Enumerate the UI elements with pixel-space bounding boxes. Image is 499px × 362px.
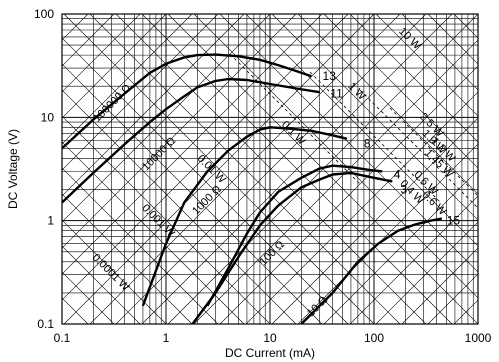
power-line [62, 245, 141, 324]
series-curve-4 [206, 164, 383, 307]
resistance-line [62, 14, 193, 145]
resistance-line [62, 14, 141, 93]
power-line [271, 14, 478, 221]
power-line [62, 193, 193, 324]
x-tick-label: 0.1 [54, 331, 71, 345]
power-line [115, 14, 427, 324]
y-tick-label: 10 [41, 110, 55, 124]
resistance-line [349, 195, 478, 324]
power-line [62, 37, 349, 324]
series-curve-15 [300, 217, 443, 324]
rating-line [359, 89, 478, 209]
power-line [297, 14, 478, 195]
curve-labels: 13 11 8 43 15 [323, 69, 461, 227]
y-axis-title: DC Voltage (V) [6, 129, 20, 209]
power-line [62, 167, 219, 324]
x-axis-ticks: 0.1 1 10 100 1000 [54, 331, 492, 345]
curve-label-8: 8 [364, 136, 371, 150]
resistance-line [480, 14, 499, 324]
curve-label-11: 11 [330, 87, 343, 101]
power-line [401, 14, 478, 91]
power-line [480, 14, 499, 324]
series-curve-11 [62, 77, 320, 204]
resistance-line [375, 221, 478, 324]
x-tick-label: 10 [263, 331, 277, 345]
resistance-power-lines [62, 14, 499, 324]
x-axis-title: DC Current (mA) [225, 346, 315, 360]
power-line [193, 14, 478, 299]
series-curve-3 [191, 171, 393, 324]
power-line [245, 14, 478, 247]
x-tick-label: 1 [163, 331, 170, 345]
y-tick-label: 0.1 [37, 317, 54, 331]
series-curve-13 [62, 53, 312, 150]
resistance-line [401, 247, 478, 324]
power-line [62, 219, 167, 324]
power-line [219, 14, 478, 273]
power-line [323, 14, 478, 169]
power-line [375, 14, 478, 117]
resistance-line [62, 14, 167, 119]
rating-line [229, 53, 361, 185]
y-tick-label: 100 [34, 7, 54, 21]
curve-label-13: 13 [323, 69, 337, 83]
series-curve-8 [141, 126, 348, 307]
curve-series [62, 53, 443, 324]
power-line [62, 115, 271, 324]
resistance-line [323, 169, 478, 324]
y-axis-ticks: 0.1 1 10 100 [34, 7, 54, 331]
y-tick-label: 1 [47, 214, 54, 228]
power-line [62, 141, 245, 324]
x-tick-label: 1000 [465, 331, 492, 345]
power-line [141, 14, 453, 324]
power-line [63, 14, 375, 324]
power-line [62, 63, 323, 324]
power-line [349, 14, 478, 143]
curve-label-4: 4 [394, 167, 401, 181]
rating-line [389, 107, 478, 197]
curve-label-15: 15 [447, 214, 461, 228]
plot-frame [61, 13, 479, 325]
power-line [167, 14, 478, 324]
curve-label-3: 3 [401, 183, 408, 197]
rating-line [309, 71, 441, 203]
x-tick-label: 100 [364, 331, 384, 345]
power-line [62, 89, 297, 324]
